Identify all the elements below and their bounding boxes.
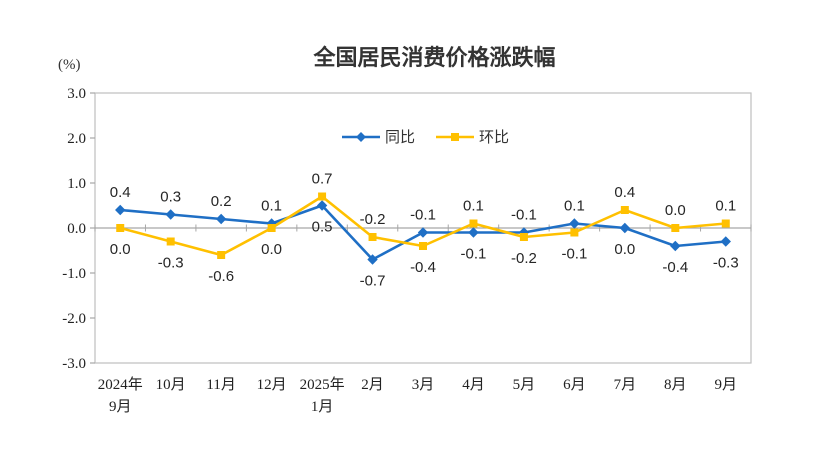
x-tick-label: 2024年 (98, 376, 143, 393)
x-tick-label: 9月 (109, 399, 132, 415)
data-label: 0.1 (715, 198, 736, 215)
square-marker (368, 233, 377, 241)
diamond-marker (468, 227, 479, 238)
data-label: 0.2 (211, 193, 232, 210)
legend-label-huanbi: 环比 (479, 129, 510, 146)
tongbi-line-diamond-icon (342, 131, 380, 142)
data-label: 0.4 (110, 184, 131, 201)
diamond-marker (619, 222, 631, 234)
legend-item-huanbi: 环比 (435, 126, 509, 147)
diamond-marker (165, 209, 176, 220)
diamond-marker (569, 218, 580, 229)
x-tick-label: 3月 (412, 377, 435, 393)
data-label: 0.1 (463, 198, 484, 215)
data-label: 0.3 (160, 189, 181, 206)
x-tick-label: 6月 (563, 377, 586, 393)
data-label: -0.6 (208, 268, 234, 285)
x-tick-label: 4月 (462, 377, 485, 393)
legend: 同比 环比 (341, 126, 509, 147)
square-marker (166, 237, 175, 246)
x-tick-label: 11月 (206, 377, 235, 393)
data-label: 0.4 (614, 184, 635, 201)
data-label: 0.0 (665, 202, 686, 219)
data-label: -0.7 (360, 273, 386, 290)
data-label: -0.1 (511, 207, 537, 224)
x-tick-label: 9月 (715, 377, 738, 393)
data-label: 0.0 (614, 241, 635, 258)
diamond-marker (115, 204, 126, 216)
data-label: 0.1 (564, 198, 585, 215)
data-label: 0.7 (312, 171, 333, 188)
x-tick-label: 7月 (614, 377, 637, 393)
square-marker (570, 228, 579, 237)
diamond-marker (670, 240, 681, 252)
x-tick-label: 12月 (257, 377, 287, 393)
data-label: -0.1 (410, 207, 436, 224)
data-label: 0.5 (312, 219, 333, 236)
y-tick-label: -3.0 (62, 356, 86, 372)
diamond-marker (417, 227, 429, 238)
square-marker (267, 224, 276, 232)
diamond-marker (367, 254, 378, 265)
huanbi-line-square-icon (436, 132, 475, 141)
square-marker (721, 219, 730, 228)
x-tick-label: 10月 (156, 377, 186, 393)
data-label: 0.0 (110, 241, 131, 258)
x-tick-label: 8月 (664, 377, 687, 393)
data-label: -0.1 (561, 246, 587, 263)
square-marker (217, 251, 226, 259)
chart-title: 全国居民消费价格涨跌幅 (313, 45, 556, 70)
data-label: -0.2 (360, 211, 386, 228)
square-marker (519, 233, 528, 241)
square-marker (419, 242, 427, 250)
data-label: -0.1 (461, 246, 487, 263)
diamond-marker (720, 236, 731, 247)
data-label: -0.3 (158, 255, 184, 272)
legend-item-tongbi: 同比 (341, 126, 415, 147)
square-marker (318, 192, 327, 201)
diamond-marker (316, 200, 328, 211)
data-label: -0.2 (511, 250, 537, 267)
legend-label-tongbi: 同比 (385, 129, 416, 146)
x-tick-label: 2025年 (300, 376, 345, 393)
diamond-marker (518, 227, 530, 238)
diamond-marker (266, 218, 277, 229)
y-tick-label: -1.0 (62, 266, 86, 282)
diamond-marker (215, 213, 227, 225)
square-marker (620, 206, 629, 214)
x-tick-label: 2月 (361, 377, 384, 393)
y-axis-unit-label: (%) (58, 57, 81, 73)
y-tick-label: -2.0 (62, 311, 86, 327)
data-label: 0.1 (261, 198, 282, 215)
square-marker (469, 219, 478, 228)
data-label: -0.3 (713, 255, 739, 272)
square-marker (671, 224, 680, 232)
x-tick-label: 5月 (513, 377, 536, 393)
y-tick-label: 2.0 (67, 131, 86, 147)
x-tick-label: 1月 (311, 399, 334, 415)
y-tick-label: 1.0 (67, 176, 86, 192)
square-marker (116, 224, 125, 232)
y-tick-label: 3.0 (67, 86, 86, 102)
data-label: 0.0 (261, 241, 282, 258)
data-label: -0.4 (410, 259, 436, 276)
y-tick-label: 0.0 (67, 221, 86, 237)
data-label: -0.4 (662, 259, 688, 276)
